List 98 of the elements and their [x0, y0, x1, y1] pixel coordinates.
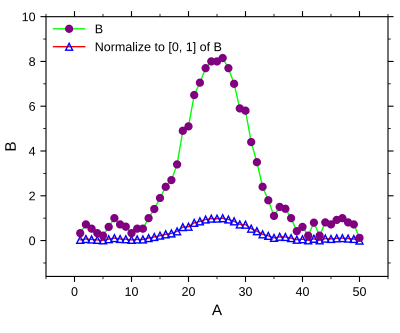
point [230, 217, 238, 226]
point [276, 232, 284, 241]
point [144, 234, 153, 242]
point [156, 194, 164, 202]
point [104, 235, 113, 244]
point [138, 235, 148, 244]
point [162, 230, 170, 238]
y-tick-label: 10 [22, 12, 36, 22]
point [207, 214, 216, 223]
point [252, 158, 262, 166]
point [350, 220, 358, 229]
point [350, 234, 358, 244]
point [344, 234, 352, 243]
point [87, 224, 96, 233]
point [264, 232, 272, 240]
x-tick-label: 40 [296, 287, 309, 296]
point [247, 224, 256, 233]
point [172, 227, 182, 236]
point [315, 231, 324, 240]
point [304, 231, 312, 240]
y-tick-label: 8 [29, 57, 36, 66]
point [218, 214, 227, 222]
point [218, 54, 227, 62]
point [258, 182, 267, 191]
point [104, 222, 113, 232]
point [82, 234, 90, 244]
y-tick-label: 4 [28, 146, 36, 156]
point [116, 234, 124, 244]
point [144, 214, 153, 222]
point [201, 64, 210, 72]
x-axis-title: A [212, 304, 222, 316]
point [247, 138, 256, 146]
point [110, 214, 119, 222]
point [82, 220, 90, 229]
point [270, 234, 278, 242]
point [133, 235, 142, 244]
point [310, 218, 318, 227]
point [355, 234, 364, 242]
x-tick-label: 10 [126, 287, 138, 296]
point [122, 222, 130, 231]
point [298, 222, 307, 232]
point [321, 234, 330, 243]
point [190, 218, 198, 228]
point [264, 196, 272, 204]
point [184, 222, 193, 231]
point [230, 80, 238, 88]
point [98, 231, 108, 240]
point [252, 226, 262, 236]
point [292, 236, 301, 244]
point [76, 229, 84, 238]
legend-label: B [96, 24, 102, 34]
y-tick-label: 0 [29, 236, 36, 246]
y-tick-label: 6 [29, 102, 36, 111]
point [332, 234, 341, 242]
point [162, 182, 170, 191]
point [281, 232, 290, 242]
point [122, 235, 130, 244]
x-tick-label: 50 [353, 287, 366, 296]
x-tick-label: 30 [239, 287, 252, 296]
legend-label: Normalize to [0, 1] of B [96, 42, 222, 54]
point [110, 234, 119, 242]
point [184, 122, 193, 131]
point [156, 231, 164, 240]
point [167, 229, 176, 238]
y-tick-label: 2 [29, 192, 35, 200]
point [172, 160, 182, 169]
point [224, 64, 233, 72]
point [224, 215, 233, 224]
point [127, 229, 136, 238]
y-axis-title: B [5, 142, 16, 150]
point [87, 235, 96, 244]
point [298, 235, 307, 244]
point [178, 222, 187, 232]
point [167, 176, 176, 184]
point [338, 234, 347, 242]
point [150, 232, 158, 242]
point [236, 220, 244, 229]
point [270, 212, 278, 220]
point [196, 217, 204, 226]
x-tick-label: 20 [182, 287, 195, 296]
point [178, 126, 187, 136]
point [326, 220, 336, 229]
point [241, 220, 250, 229]
point [201, 215, 210, 224]
point [286, 214, 296, 222]
x-tick-label: 0 [72, 287, 78, 296]
point [212, 214, 222, 223]
point [286, 234, 296, 242]
point [326, 234, 336, 244]
point [241, 106, 250, 115]
point [292, 226, 301, 236]
point [338, 214, 347, 222]
point [310, 234, 318, 243]
point [190, 90, 198, 100]
point [150, 204, 158, 214]
point [258, 230, 267, 238]
point [281, 204, 290, 213]
point [196, 78, 204, 87]
